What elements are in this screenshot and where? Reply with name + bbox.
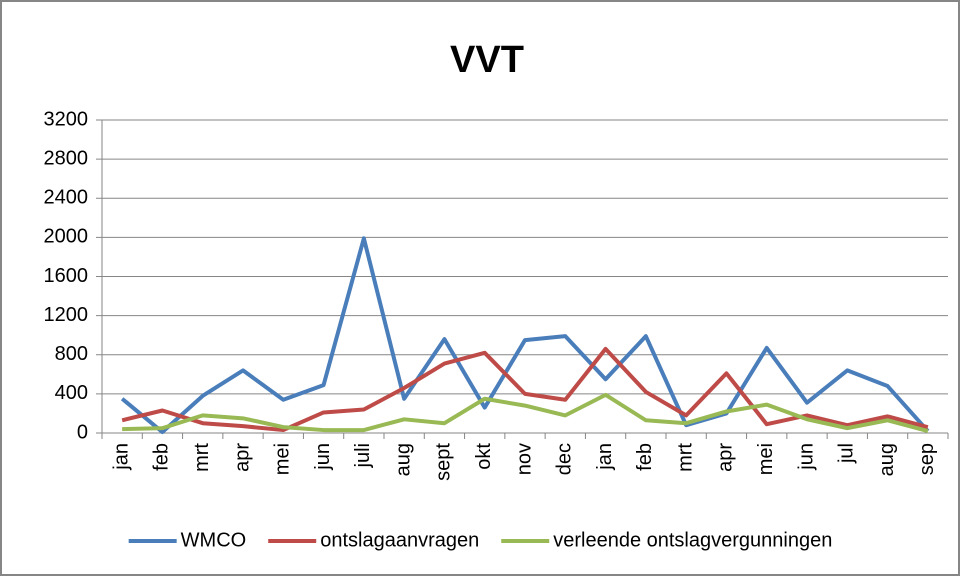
x-tick-label: jul (836, 443, 858, 464)
series-line (122, 392, 929, 433)
x-tick-label: dec (554, 443, 576, 475)
chart-title: VVT (450, 39, 524, 81)
x-tick-label: jan (110, 443, 132, 471)
x-tick-label: juli (352, 443, 374, 468)
x-tick-label: apr (715, 443, 737, 472)
x-tick-label: aug (876, 443, 898, 476)
y-tick-label: 2400 (44, 187, 89, 209)
y-tick-label: 800 (55, 343, 88, 365)
x-tick-label: jun (795, 443, 817, 471)
y-tick-label: 1200 (44, 304, 89, 326)
y-tick-label: 2800 (44, 147, 89, 169)
y-tick-label: 2000 (44, 226, 89, 248)
x-tick-label: sep (916, 443, 938, 475)
x-tick-label: feb (151, 443, 173, 471)
legend-label: verleende ontslagvergunningen (553, 529, 832, 551)
y-tick-label: 0 (77, 421, 88, 443)
y-tick-label: 3200 (44, 108, 89, 130)
x-tick-label: nov (513, 443, 535, 475)
x-tick-label: mei (272, 443, 294, 475)
series-line (121, 346, 929, 433)
series-line (120, 236, 930, 435)
y-tick-label: 1600 (44, 265, 89, 287)
x-tick-label: okt (473, 443, 495, 470)
x-tick-label: mei (755, 443, 777, 475)
x-tick-label: mrt (674, 443, 696, 472)
legend-label: WMCO (181, 529, 247, 551)
x-tick-label: aug (392, 443, 414, 476)
legend-label: ontslagaanvragen (320, 529, 479, 551)
x-tick-label: mrt (191, 443, 213, 472)
y-tick-label: 400 (55, 382, 88, 404)
x-tick-label: apr (231, 443, 253, 472)
x-tick-label: jun (312, 443, 334, 471)
x-tick-label: jan (594, 443, 616, 471)
x-tick-label: feb (634, 443, 656, 471)
x-tick-label: sept (433, 443, 455, 481)
